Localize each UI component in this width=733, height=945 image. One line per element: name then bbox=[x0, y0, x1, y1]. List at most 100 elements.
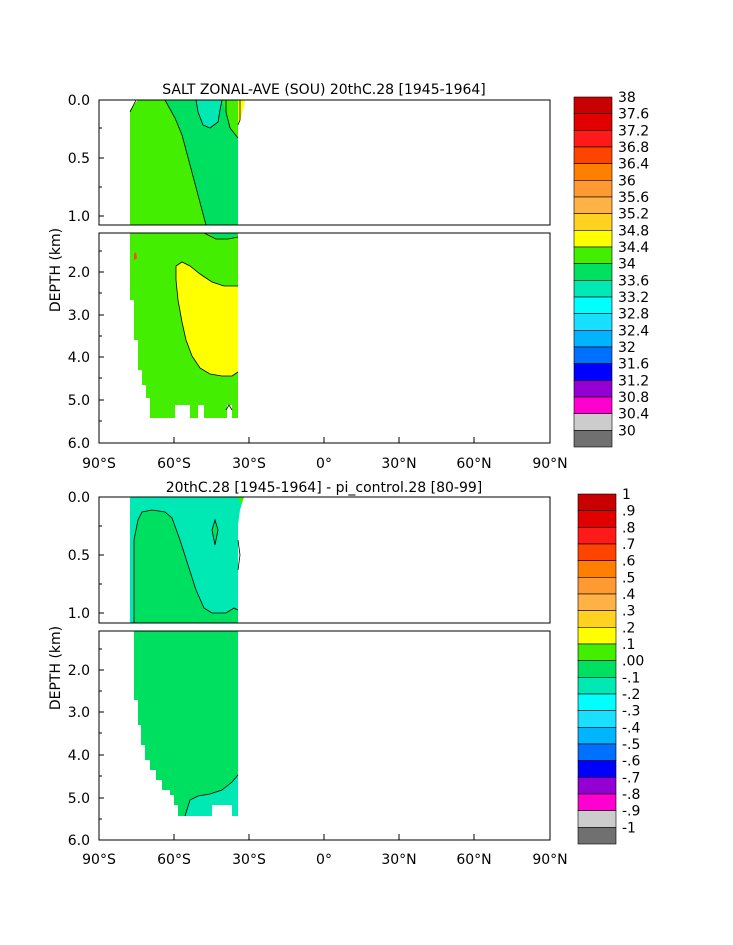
panel-salinity: SALT ZONAL-AVE (SOU) 20thC.28 [1945-1964… bbox=[48, 82, 649, 472]
p2-ytick-0: 0.0 bbox=[68, 490, 90, 506]
colorbar-1-swatch-19 bbox=[573, 413, 613, 431]
colorbar-2-swatch-0 bbox=[577, 493, 617, 511]
colorbar-2-label-3: .7 bbox=[622, 537, 635, 553]
p1-ytick-6: 5.0 bbox=[68, 393, 90, 409]
colorbar-2-swatch-19 bbox=[577, 810, 617, 828]
p2-upper-region-0.1-0.2 bbox=[238, 497, 244, 505]
panel-1-y-axis: 0.0 0.5 1.0 2.0 3.0 4.0 5.0 6.0 DEPTH (k… bbox=[48, 93, 104, 452]
colorbar-2-label-13: -.3 bbox=[622, 704, 640, 720]
colorbar-2-label-17: -.7 bbox=[622, 770, 640, 786]
p1-ytick-7: 6.0 bbox=[68, 436, 90, 452]
colorbar-1-swatch-10 bbox=[573, 263, 613, 281]
colorbar-2-label-8: .2 bbox=[622, 620, 635, 636]
p1-ytick-4: 3.0 bbox=[68, 308, 90, 324]
p1-ytick-0: 0.0 bbox=[68, 93, 90, 109]
colorbar-2-label-9: .1 bbox=[622, 637, 635, 653]
colorbar-2-swatch-11 bbox=[577, 677, 617, 695]
colorbar-1-swatch-1 bbox=[573, 113, 613, 131]
colorbar-1-swatch-14 bbox=[573, 330, 613, 348]
colorbar-2-label-0: 1 bbox=[622, 487, 631, 503]
colorbar-1-label-13: 32.8 bbox=[618, 307, 649, 323]
colorbar-1-swatch-12 bbox=[573, 296, 613, 314]
colorbar-1-swatch-7 bbox=[573, 213, 613, 231]
colorbar-2-swatch-18 bbox=[577, 793, 617, 811]
colorbar-2-swatch-8 bbox=[577, 627, 617, 645]
colorbar-1-label-9: 34.4 bbox=[618, 240, 649, 256]
colorbar-1-swatch-9 bbox=[573, 246, 613, 264]
panel-2-title: 20thC.28 [1945-1964] - pi_control.28 [80… bbox=[166, 480, 482, 496]
colorbar-2-swatch-20 bbox=[577, 827, 617, 845]
p1-xtick-3: 0° bbox=[316, 456, 332, 472]
p2-lower-region-0.0-0.1 bbox=[134, 631, 238, 816]
p2-xtick-1: 60°S bbox=[157, 852, 191, 868]
colorbar-1-swatch-20 bbox=[573, 430, 613, 448]
panel-2-x-axis: 90°S 60°S 30°S 0° 30°N 60°N 90°N bbox=[82, 834, 568, 868]
p2-ytick-6: 5.0 bbox=[68, 791, 90, 807]
p1-lower-region-35.2-red bbox=[134, 252, 137, 260]
colorbar-1-swatch-16 bbox=[573, 363, 613, 381]
colorbar-1-swatch-2 bbox=[573, 130, 613, 148]
panel-1-lower-frame bbox=[98, 232, 551, 444]
colorbar-1-label-10: 34 bbox=[618, 257, 636, 273]
panel-salinity-difference: 20thC.28 [1945-1964] - pi_control.28 [80… bbox=[48, 480, 644, 868]
panel-2-colorbar: 1.9.8.7.6.5.4.3.2.1.00-.1-.2-.3-.4-.5-.6… bbox=[577, 487, 644, 845]
p2-ytick-5: 4.0 bbox=[68, 748, 90, 764]
p1-ytick-2: 1.0 bbox=[68, 209, 90, 225]
colorbar-1-label-1: 37.6 bbox=[618, 107, 649, 123]
colorbar-2-label-1: .9 bbox=[622, 504, 635, 520]
p2-upper-region-0.0-0.1 bbox=[134, 510, 238, 623]
colorbar-2-swatch-3 bbox=[577, 543, 617, 561]
panel-2-y-axis: 0.0 0.5 1.0 2.0 3.0 4.0 5.0 6.0 DEPTH (k… bbox=[48, 490, 104, 849]
colorbar-1-swatch-11 bbox=[573, 280, 613, 298]
colorbar-2-swatch-2 bbox=[577, 527, 617, 545]
colorbar-2-swatch-10 bbox=[577, 660, 617, 678]
p2-xtick-6: 90°N bbox=[532, 852, 567, 868]
colorbar-1-swatch-13 bbox=[573, 313, 613, 331]
colorbar-2-swatch-16 bbox=[577, 760, 617, 778]
p2-xtick-4: 30°N bbox=[381, 852, 416, 868]
p2-ytick-4: 3.0 bbox=[68, 705, 90, 721]
p1-lower-region-34.8-35.2 bbox=[176, 262, 238, 376]
p1-upper-region-34.0-34.4 bbox=[165, 100, 238, 225]
p1-ylabel: DEPTH (km) bbox=[48, 228, 64, 312]
p1-ytick-5: 4.0 bbox=[68, 350, 90, 366]
colorbar-1-label-2: 37.2 bbox=[618, 123, 649, 139]
p1-xtick-0: 90°S bbox=[82, 456, 116, 472]
colorbar-1-swatch-5 bbox=[573, 180, 613, 198]
colorbar-1-label-14: 32.4 bbox=[618, 323, 649, 339]
colorbar-2-label-5: .5 bbox=[622, 570, 635, 586]
colorbar-2-label-7: .3 bbox=[622, 604, 635, 620]
colorbar-2-swatch-4 bbox=[577, 560, 617, 578]
colorbar-1-swatch-18 bbox=[573, 396, 613, 414]
p1-xtick-4: 30°N bbox=[381, 456, 416, 472]
p2-ytick-7: 6.0 bbox=[68, 833, 90, 849]
colorbar-2-swatch-6 bbox=[577, 593, 617, 611]
colorbar-1-label-7: 35.2 bbox=[618, 207, 649, 223]
p2-xtick-0: 90°S bbox=[82, 852, 116, 868]
p2-ytick-2: 1.0 bbox=[68, 606, 90, 622]
colorbar-2-label-14: -.4 bbox=[622, 720, 641, 736]
colorbar-2-label-11: -.1 bbox=[622, 670, 640, 686]
colorbar-1-label-20: 30 bbox=[618, 423, 636, 439]
p1-lower-region-34.0-34.4 bbox=[208, 233, 238, 238]
colorbar-2-label-19: -.9 bbox=[622, 804, 640, 820]
colorbar-2-swatch-5 bbox=[577, 577, 617, 595]
p1-ytick-1: 0.5 bbox=[68, 151, 90, 167]
p1-ytick-3: 2.0 bbox=[68, 265, 90, 281]
colorbar-1-swatch-0 bbox=[573, 96, 613, 114]
colorbar-2-swatch-12 bbox=[577, 693, 617, 711]
colorbar-1-swatch-6 bbox=[573, 196, 613, 214]
panel-1-x-axis: 90°S 60°S 30°S 0° 30°N 60°N 90°N bbox=[82, 437, 568, 472]
colorbar-1-label-19: 30.4 bbox=[618, 407, 649, 423]
p1-upper-region-33.6-34.0 bbox=[196, 100, 222, 128]
colorbar-1-label-4: 36.4 bbox=[618, 157, 649, 173]
colorbar-1-label-12: 33.2 bbox=[618, 290, 649, 306]
colorbar-2-swatch-1 bbox=[577, 510, 617, 528]
colorbar-1-swatch-15 bbox=[573, 346, 613, 364]
colorbar-2-label-12: -.2 bbox=[622, 687, 640, 703]
p2-lower-region-neg0.1-0.0 bbox=[185, 775, 238, 816]
p2-xtick-3: 0° bbox=[316, 852, 332, 868]
colorbar-2-swatch-13 bbox=[577, 710, 617, 728]
panel-1-upper-frame bbox=[98, 99, 551, 226]
